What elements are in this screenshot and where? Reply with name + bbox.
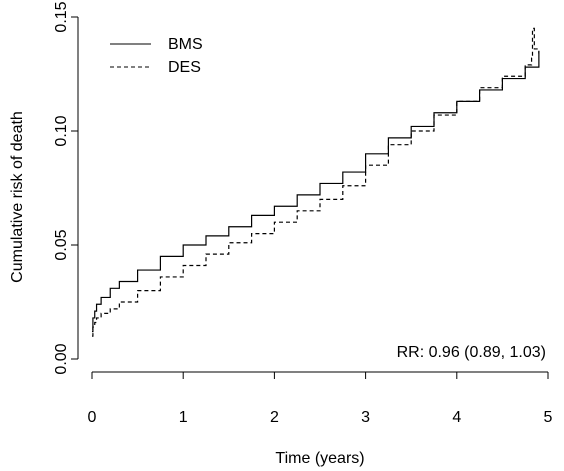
x-tick-label: 0 (88, 409, 97, 426)
axes: 0 1 2 3 4 5 0.00 0.05 0.10 0.15 (53, 1, 552, 426)
legend-label-bms: BMS (168, 36, 203, 53)
y-tick-label: 0.05 (53, 229, 70, 260)
y-tick-label: 0.15 (53, 1, 70, 32)
y-tick-label: 0.00 (53, 343, 70, 374)
plot-area (92, 27, 540, 337)
x-tick-label: 1 (179, 409, 188, 426)
x-tick-label: 2 (270, 409, 279, 426)
x-tick-label: 4 (452, 409, 461, 426)
series-line-des (92, 27, 540, 337)
y-axis-label: Cumulative risk of death (9, 111, 26, 283)
x-tick-label: 5 (544, 409, 553, 426)
y-tick-label: 0.10 (53, 115, 70, 146)
x-tick-label: 3 (361, 409, 370, 426)
rr-annotation: RR: 0.96 (0.89, 1.03) (397, 344, 546, 361)
legend-label-des: DES (168, 59, 201, 76)
x-axis-label: Time (years) (275, 450, 364, 467)
series-line-bms (92, 51, 540, 333)
legend: BMS DES (110, 36, 203, 76)
